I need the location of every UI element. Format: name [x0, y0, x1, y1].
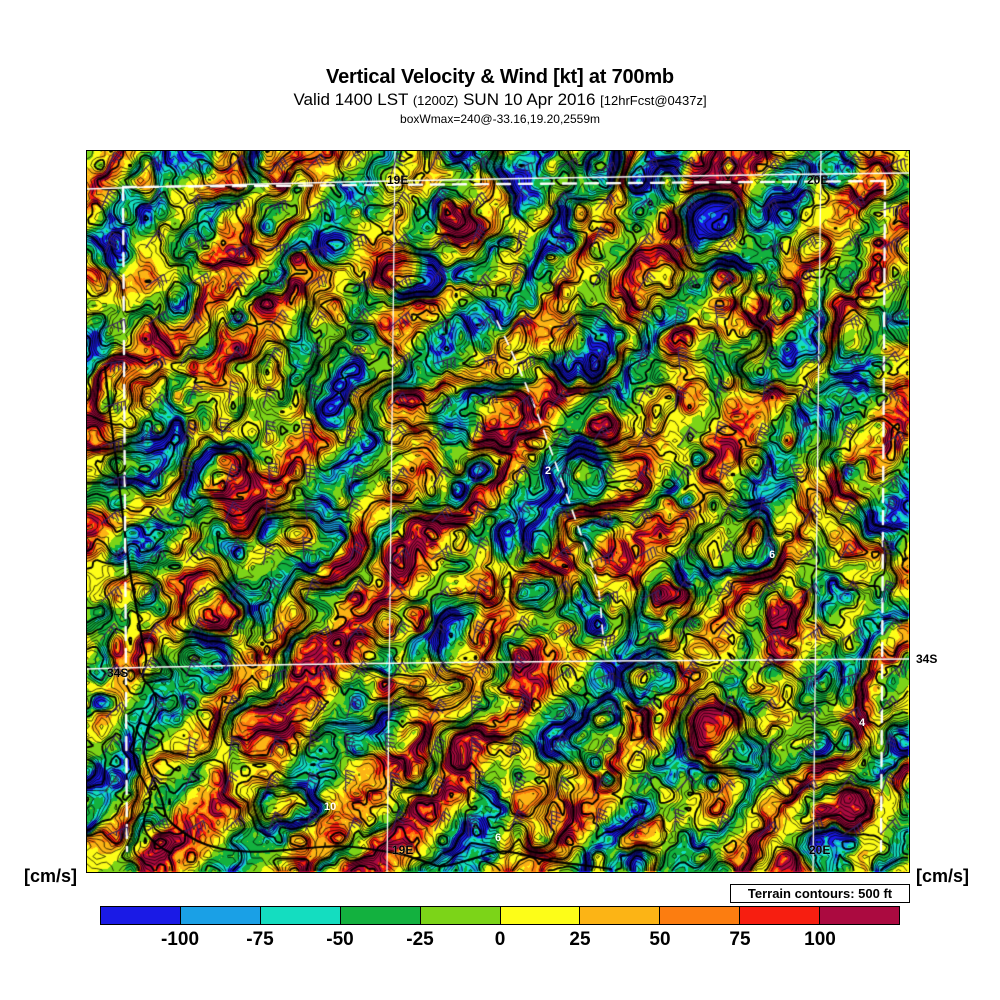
- colorbar[interactable]: [100, 906, 900, 925]
- map-graticule-label: 19E: [392, 843, 414, 857]
- colorbar-segment: [740, 907, 821, 924]
- colorbar-segment: [580, 907, 661, 924]
- colorbar-tick: 25: [569, 929, 591, 950]
- valid-date: SUN 10 Apr 2016: [458, 90, 601, 109]
- colorbar-tick-labels: -100 -75 -50 -25 0 25 50 75 100: [100, 929, 900, 955]
- map-value-label: 2: [545, 465, 552, 477]
- colorbar-tick: 50: [649, 929, 671, 950]
- map-graticule-label: 20E: [809, 843, 831, 857]
- forecast-map: 19E20E34S19E20E28646106: [86, 150, 910, 873]
- colorbar-tick: -75: [246, 929, 274, 950]
- map-graticule-label: 34S: [107, 666, 129, 680]
- terrain-contour-legend: Terrain contours: 500 ft: [730, 884, 910, 903]
- map-value-label: 4: [859, 717, 866, 729]
- colorbar-segment: [660, 907, 741, 924]
- colorbar-segment: [260, 907, 341, 924]
- map-value-label: 6: [495, 832, 502, 844]
- box-wmax-info: boxWmax=240@-33.16,19.20,2559m: [400, 112, 600, 126]
- colorbar-segment: [820, 907, 900, 924]
- valid-utc: (1200Z): [412, 93, 459, 108]
- colorbar-tick: 75: [729, 929, 751, 950]
- map-graticule-label: 19E: [387, 173, 409, 187]
- colorbar-tick: -100: [160, 929, 200, 950]
- units-label-left: [cm/s]: [24, 866, 78, 886]
- valid-time-line: Valid 1400 LST (1200Z) SUN 10 Apr 2016 […: [0, 90, 1000, 111]
- colorbar-segment: [101, 907, 181, 924]
- colorbar-segment: [180, 907, 261, 924]
- map-value-label: 10: [324, 801, 337, 813]
- colorbar-container: -100 -75 -50 -25 0 25 50 75 100: [100, 906, 900, 955]
- map-field-canvas: [87, 151, 909, 872]
- colorbar-tick: -25: [406, 929, 434, 950]
- colorbar-tick: 100: [804, 929, 836, 950]
- forecast-tag: [12hrFcst@0437z]: [600, 93, 707, 108]
- colorbar-tick: 0: [494, 929, 506, 950]
- colorbar-tick: -50: [326, 929, 354, 950]
- units-label-right: [cm/s]: [916, 866, 970, 886]
- map-latitude-label-right: 34S: [916, 652, 938, 666]
- colorbar-segment: [500, 907, 581, 924]
- title-block: Vertical Velocity & Wind [kt] at 700mb V…: [0, 0, 1000, 126]
- page-title: Vertical Velocity & Wind [kt] at 700mb: [326, 66, 674, 88]
- valid-prefix: Valid 1400 LST: [293, 90, 413, 109]
- map-value-label: 6: [769, 549, 776, 561]
- colorbar-segment: [420, 907, 501, 924]
- colorbar-segment: [340, 907, 421, 924]
- map-graticule-label: 20E: [807, 173, 829, 187]
